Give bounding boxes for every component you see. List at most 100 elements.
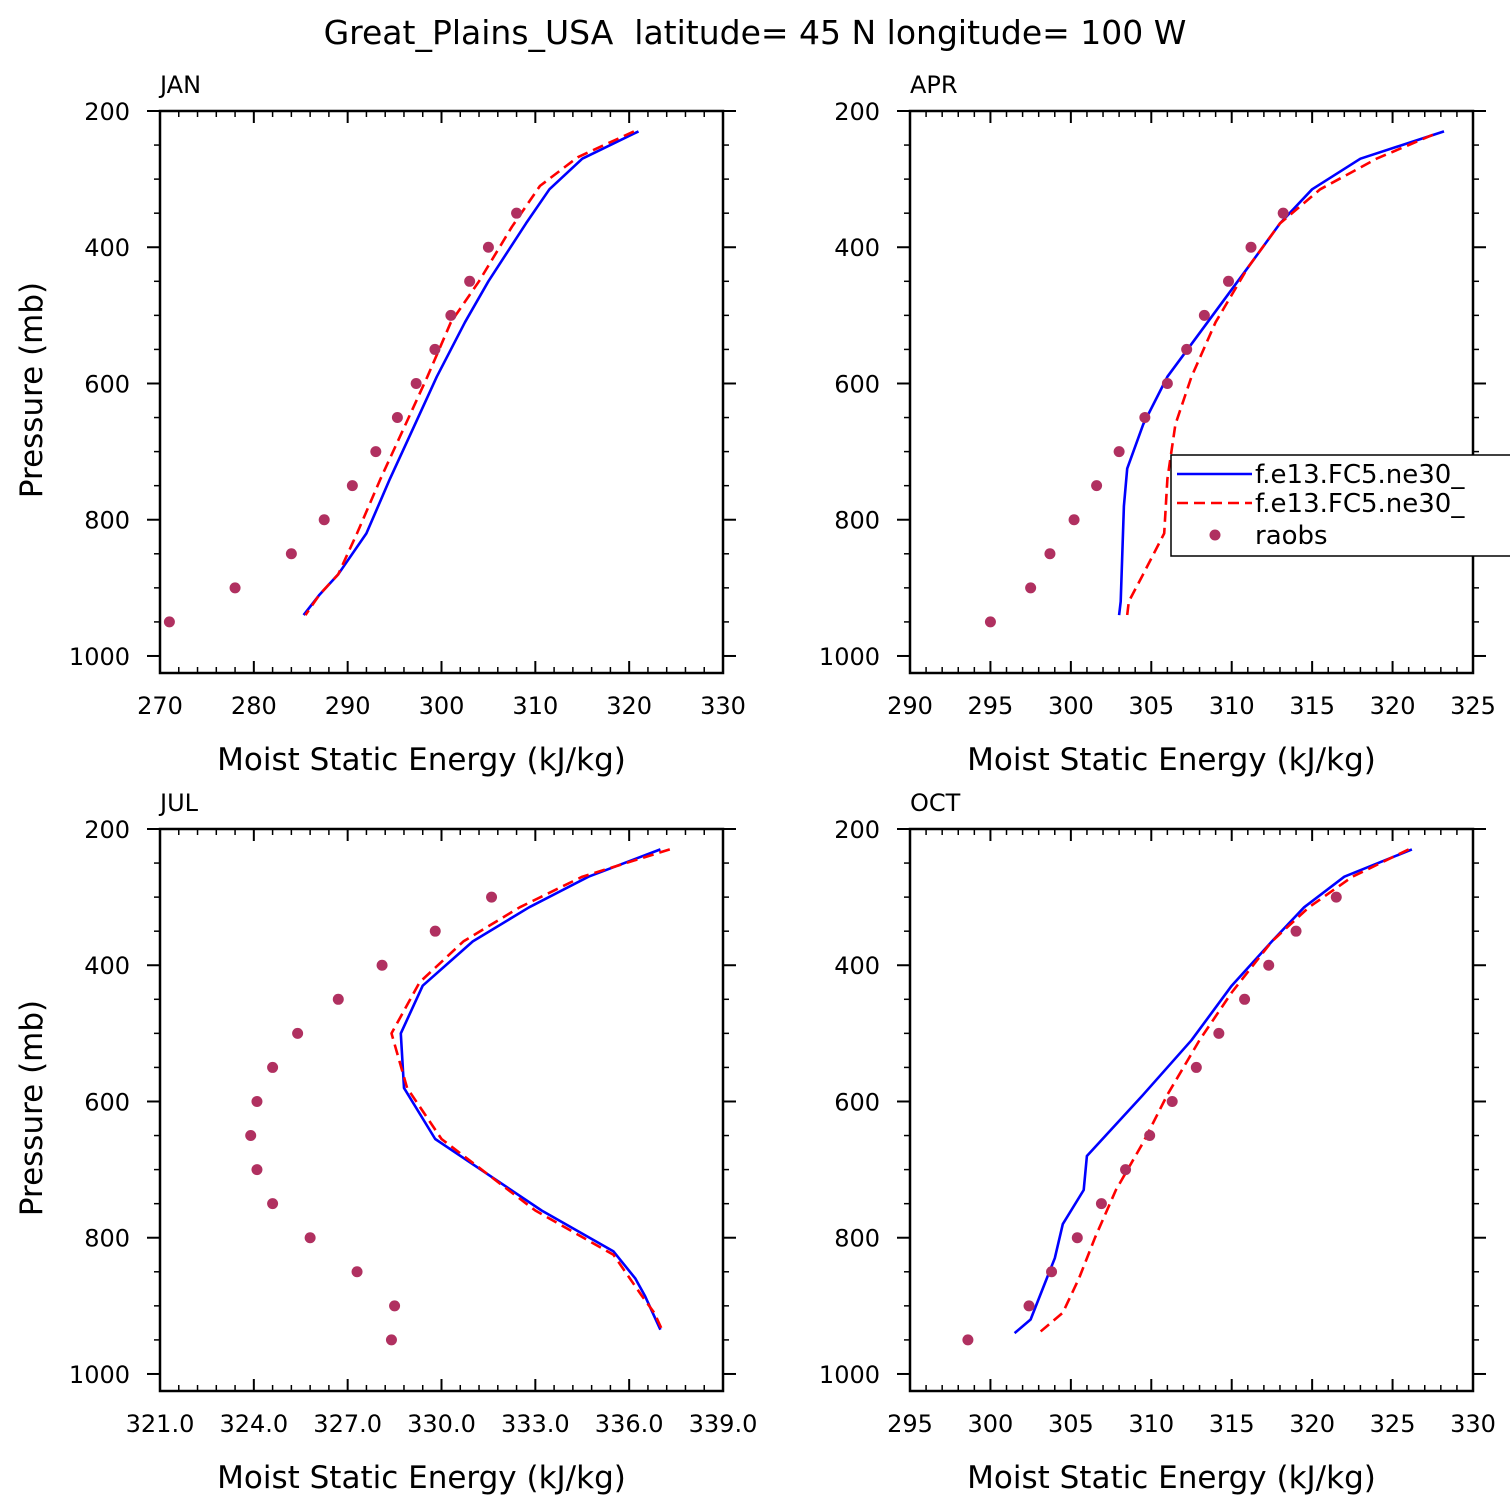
x-tick-label: 325 (1370, 1410, 1416, 1438)
panel-title-jul: JUL (158, 789, 199, 817)
raobs-point (410, 377, 422, 389)
raobs-point (1113, 446, 1125, 458)
raobs-point (346, 480, 358, 492)
raobs-point (1166, 1095, 1178, 1107)
raobs-point (1068, 514, 1080, 526)
raobs-point (1222, 275, 1234, 287)
x-tick-label: 315 (1209, 1410, 1255, 1438)
y-tick-label: 600 (84, 370, 130, 398)
raobs-point (984, 616, 996, 628)
x-tick-label: 327.0 (313, 1410, 382, 1438)
raobs-point (332, 993, 344, 1005)
panel-title-oct: OCT (910, 789, 961, 817)
raobs-point (1239, 993, 1251, 1005)
raobs-point (251, 1095, 263, 1107)
raobs-point (245, 1130, 257, 1142)
raobs-point (1213, 1027, 1225, 1039)
x-tick-label: 290 (887, 692, 933, 720)
raobs-point (429, 343, 441, 355)
y-tick-label: 800 (834, 1225, 880, 1253)
raobs-point (464, 275, 476, 287)
raobs-point (1023, 1300, 1035, 1312)
series-line-solid-blue (1117, 130, 1445, 616)
raobs-point (229, 582, 241, 594)
raobs-point (251, 1164, 263, 1176)
x-tick-label: 300 (1048, 692, 1094, 720)
raobs-point (1046, 1266, 1058, 1278)
raobs-point (1161, 377, 1173, 389)
raobs-point (267, 1061, 279, 1073)
x-tick-label: 270 (137, 692, 183, 720)
raobs-point (389, 1300, 401, 1312)
legend-label: f.e13.FC5.ne30_ (1255, 489, 1465, 519)
x-tick-label: 336.0 (595, 1410, 664, 1438)
y-tick-label: 200 (84, 816, 130, 844)
raobs-point (370, 446, 382, 458)
x-tick-label: 320 (1289, 1410, 1335, 1438)
panel-title-apr: APR (910, 71, 958, 99)
raobs-point (1071, 1232, 1083, 1244)
x-tick-label: 280 (231, 692, 277, 720)
x-tick-label: 310 (1209, 692, 1255, 720)
raobs-point (292, 1027, 304, 1039)
series-line-dashed-red (1037, 848, 1410, 1335)
x-tick-label: 300 (419, 692, 465, 720)
x-tick-label: 300 (968, 1410, 1014, 1438)
series-line-dashed-red (304, 130, 635, 616)
x-tick-label: 320 (1370, 692, 1416, 720)
raobs-point (1095, 1198, 1107, 1210)
series-line-dashed-red (1125, 133, 1434, 616)
plot-frame (158, 109, 725, 675)
raobs-point (163, 616, 175, 628)
legend-marker-raobs (1209, 529, 1221, 541)
y-tick-label: 800 (84, 507, 130, 535)
x-tick-label: 330 (1450, 1410, 1496, 1438)
raobs-point (1330, 891, 1342, 903)
x-tick-label: 290 (325, 692, 371, 720)
plot-frame (158, 827, 725, 1393)
y-axis-label: Pressure (mb) (14, 282, 50, 498)
panel-oct: 295 300 305 310 315 320 325 330 200 400 600 800 1000… (819, 789, 1496, 1496)
y-tick-label: 200 (834, 816, 880, 844)
raobs-point (1263, 959, 1275, 971)
y-tick-label: 400 (84, 234, 130, 262)
raobs-point (511, 207, 523, 219)
x-tick-label: 324.0 (219, 1410, 288, 1438)
raobs-point (1181, 343, 1193, 355)
raobs-point (1139, 412, 1151, 424)
raobs-point (1277, 207, 1289, 219)
y-tick-label: 1000 (819, 1361, 880, 1389)
x-tick-label: 295 (887, 1410, 933, 1438)
raobs-point (285, 548, 297, 560)
x-tick-label: 330.0 (407, 1410, 476, 1438)
y-axis-label: Pressure (mb) (14, 1000, 50, 1216)
plot-frame (908, 109, 1475, 675)
y-tick-label: 200 (84, 98, 130, 126)
y-tick-label: 400 (834, 234, 880, 262)
plot-frame (908, 827, 1475, 1393)
y-tick-label: 1000 (69, 1361, 130, 1389)
y-tick-label: 600 (834, 1088, 880, 1116)
series-raobs (245, 891, 498, 1346)
raobs-point (267, 1198, 279, 1210)
x-tick-label: 315 (1289, 692, 1335, 720)
y-tick-label: 1000 (819, 643, 880, 671)
raobs-point (1290, 925, 1302, 937)
raobs-point (376, 959, 388, 971)
panel-apr: 290 295 300 305 310 315 320 325 200 400 600 800 1000… (819, 71, 1496, 778)
y-tick-label: 600 (84, 1088, 130, 1116)
series-line-dashed-red (390, 848, 671, 1334)
raobs-point (1198, 309, 1210, 321)
raobs-point (1144, 1130, 1156, 1142)
raobs-point (1044, 548, 1056, 560)
y-tick-label: 400 (84, 952, 130, 980)
x-tick-label: 325 (1450, 692, 1496, 720)
figure-title: Great_Plains_USA latitude= 45 N longitud… (324, 13, 1187, 52)
x-tick-label: 310 (512, 692, 558, 720)
panel-title-jan: JAN (158, 71, 201, 99)
raobs-point (486, 891, 498, 903)
raobs-point (304, 1232, 316, 1244)
raobs-point (351, 1266, 363, 1278)
legend-label: f.e13.FC5.ne30_ (1255, 460, 1465, 490)
